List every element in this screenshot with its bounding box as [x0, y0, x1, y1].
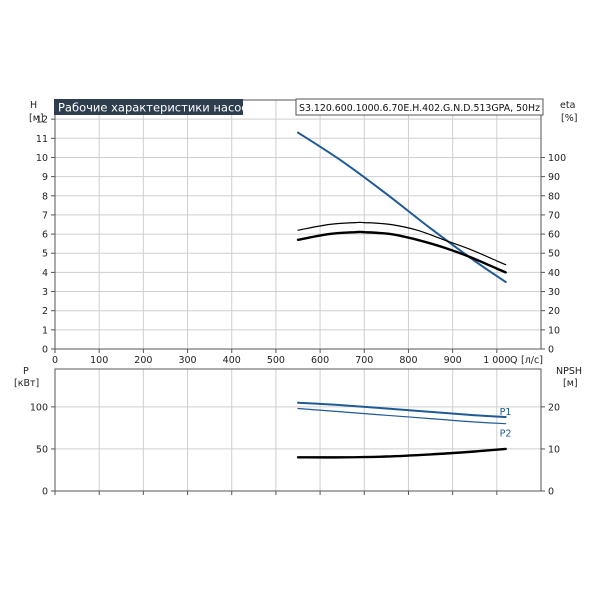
top-chart-grid	[55, 100, 541, 349]
head-tick-label: 2	[42, 306, 48, 317]
p1-curve	[297, 401, 507, 418]
eta-tick-label: 20	[548, 306, 560, 317]
efficiency-curve	[297, 221, 507, 266]
x-tick-label: 200	[134, 355, 152, 366]
power-axis-unit: [кВт]	[14, 378, 39, 389]
eta-tick-label: 0	[548, 345, 554, 356]
power-axis-label: P	[23, 366, 29, 377]
eta-tick-label: 50	[548, 249, 560, 260]
x-tick-label: 900	[444, 355, 462, 366]
model-label: S3.120.600.1000.6.70E.H.402.G.N.D.513GPA…	[299, 103, 540, 114]
efficiency-curve	[296, 230, 507, 274]
npsh-tick-label: 10	[548, 444, 560, 455]
eta-tick-label: 100	[548, 153, 566, 164]
x-tick-label: 600	[311, 355, 329, 366]
head-curve	[297, 131, 507, 283]
head-axis-label: H	[30, 100, 37, 111]
eta-tick-label: 10	[548, 325, 560, 336]
chart-title: Рабочие характеристики насоса	[58, 101, 255, 115]
head-tick-label: 12	[36, 115, 48, 126]
power-tick-label: 50	[36, 444, 48, 455]
title-box	[54, 99, 243, 115]
x-tick-label: 100	[90, 355, 108, 366]
npsh-tick-label: 20	[548, 402, 560, 413]
eta-tick-label: 90	[548, 172, 560, 183]
bottom-chart-frame	[54, 368, 542, 492]
head-tick-label: 3	[42, 287, 48, 298]
head-tick-label: 10	[36, 153, 48, 164]
model-label-box	[295, 98, 544, 116]
eta-tick-label: 70	[548, 210, 560, 221]
head-tick-label: 1	[42, 325, 48, 336]
x-tick-label: 700	[355, 355, 373, 366]
eta-axis-unit: [%]	[561, 113, 577, 124]
x-tick-label: 800	[399, 355, 417, 366]
bottom-chart-grid	[55, 369, 541, 491]
p1-label: P1	[500, 407, 512, 418]
npsh-axis-unit: [м]	[563, 378, 578, 389]
eta-tick-label: 40	[548, 268, 560, 279]
power-tick-label: 100	[30, 402, 48, 413]
npsh-tick-label: 0	[548, 487, 554, 498]
x-tick-label: 300	[178, 355, 196, 366]
head-tick-label: 6	[42, 230, 48, 241]
x-tick-label: 400	[223, 355, 241, 366]
head-axis-unit: [м]	[29, 113, 44, 124]
head-tick-label: 9	[42, 172, 48, 183]
npsh-curve	[296, 447, 507, 459]
p2-curve	[297, 407, 507, 425]
x-tick-label: 0	[52, 355, 58, 366]
head-tick-label: 5	[42, 249, 48, 260]
top-chart-frame	[54, 99, 542, 350]
top-chart-series	[296, 131, 507, 283]
head-tick-label: 0	[42, 345, 48, 356]
x-tick-label: 1 000	[483, 355, 510, 366]
power-tick-label: 0	[42, 487, 48, 498]
eta-tick-label: 30	[548, 287, 560, 298]
bottom-chart-series: P1 P2	[296, 401, 512, 459]
head-tick-label: 11	[36, 134, 48, 145]
eta-tick-label: 60	[548, 230, 560, 241]
p2-label: P2	[500, 429, 512, 440]
head-tick-label: 4	[42, 268, 48, 279]
x-tick-label: 500	[267, 355, 285, 366]
flow-axis-unit: [л/с]	[521, 355, 543, 366]
head-tick-label: 7	[42, 210, 48, 221]
eta-tick-label: 80	[548, 191, 560, 202]
npsh-axis-label: NPSH	[556, 366, 582, 377]
head-tick-label: 8	[42, 191, 48, 202]
flow-axis-label: Q	[510, 355, 517, 366]
eta-axis-label: eta	[560, 100, 575, 111]
axis-ticks: 0 100 200 300 400 500 600 700 800 900 1 0000123456…	[30, 115, 566, 498]
